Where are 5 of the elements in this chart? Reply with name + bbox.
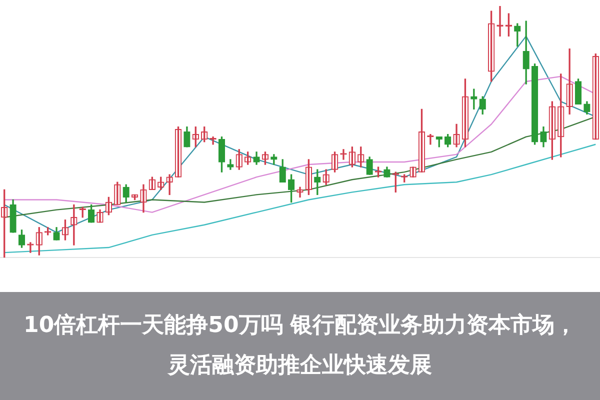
candlestick xyxy=(44,227,52,236)
candlestick xyxy=(374,166,382,178)
candlestick xyxy=(27,242,34,253)
candlestick xyxy=(340,149,347,160)
candlestick xyxy=(392,172,399,193)
